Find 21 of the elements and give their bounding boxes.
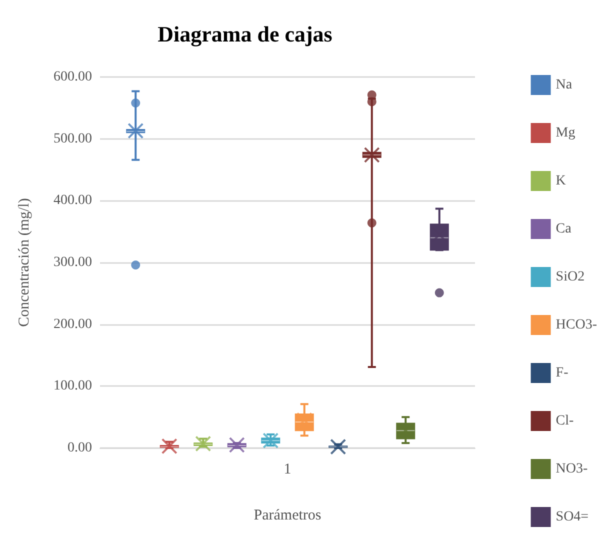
legend-label: F- (556, 366, 569, 380)
y-tick-label: 100.00 (54, 378, 92, 394)
legend-label: SO4= (556, 510, 589, 524)
y-tick-label: 500.00 (54, 131, 92, 146)
legend-label: K (556, 174, 566, 188)
x-tick-label: 1 (284, 462, 292, 478)
legend-label: HCO3- (556, 318, 598, 332)
y-tick-label: 200.00 (54, 316, 92, 332)
y-tick-label: 300.00 (54, 255, 92, 270)
x-axis-title: Parámetros (254, 508, 322, 524)
chart-title: Diagrama de cajas (158, 22, 333, 46)
y-tick-label: 400.00 (54, 193, 92, 208)
legend-label: Mg (556, 126, 576, 140)
legend-label: NO3- (556, 462, 588, 476)
y-tick-label: 600.00 (54, 70, 92, 84)
legend-label: SiO2 (556, 270, 585, 284)
y-tick-label: 0.00 (68, 440, 92, 456)
legend-label: Cl- (556, 414, 574, 428)
legend-label: Na (556, 78, 573, 92)
y-axis-title: Concentración (mg/l) (16, 198, 32, 327)
legend-label: Ca (556, 222, 572, 236)
